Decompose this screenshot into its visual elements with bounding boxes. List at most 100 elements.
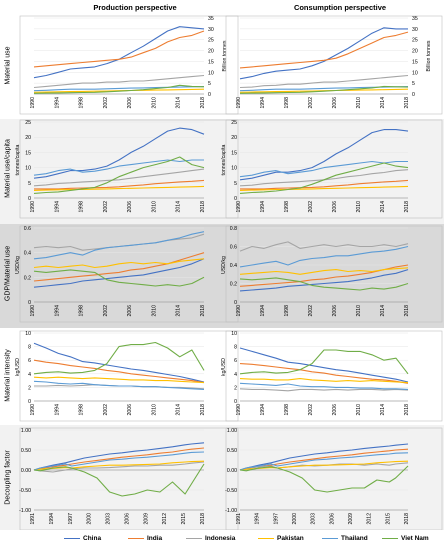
panel-2-series-viet-nam [239, 85, 409, 94]
legend-swatch-india [128, 537, 144, 539]
panel-7-xtick-label: 2010 [151, 404, 157, 416]
panel-10-ytick-label: 0.00 [227, 468, 237, 474]
panel-9-xtick-label: 2015 [181, 513, 187, 525]
panel-10-series-viet-nam [239, 465, 409, 493]
panel-3-series-india [34, 179, 205, 190]
panel-6-xtick-label: 2014 [380, 305, 386, 317]
panel-10-ytick-label: -1.00 [225, 508, 237, 514]
panel-2-xtick-label: 1994 [260, 97, 266, 109]
panel-9-xtick-label: 1997 [68, 513, 74, 525]
panel-8-ytick-label: 8 [234, 345, 237, 351]
panel-1-xtick-label: 2002 [103, 97, 109, 109]
panel-8-xtick-label: 1994 [260, 404, 266, 416]
panel-7-frame [19, 330, 239, 422]
panel-7-series-india [33, 359, 205, 384]
panel-4-series-pakistan [239, 185, 409, 191]
panel-9-series-thailand [33, 451, 205, 471]
panel-3-series-indonesia [33, 168, 205, 187]
legend-swatch-pakistan [258, 537, 274, 539]
legend-item-pakistan: Pakistan [258, 535, 304, 542]
panel-7-series-thailand [33, 380, 205, 390]
legend-item-indonesia: Indonesia [186, 535, 235, 542]
panel-7-xtick-label: 1998 [79, 404, 85, 416]
panel-9-xtick-label: 2006 [124, 513, 130, 525]
panel-1-xtick-label: 2014 [176, 97, 182, 109]
panel-2-series-china [239, 27, 408, 80]
panel-6-frame [225, 225, 443, 323]
panel-1-ytick-label: 5 [208, 81, 211, 87]
panel-8-xtick-label: 2010 [356, 404, 362, 416]
panel-10-xtick-label: 1994 [255, 513, 261, 525]
panel-4-xtick-label: 2014 [380, 201, 386, 213]
panel-4-unit-label: tonnes/capita [221, 144, 227, 175]
panel-3-xtick-label: 2002 [103, 201, 109, 213]
panel-1-series-india [33, 30, 205, 68]
legend-swatch-viet-nam [382, 537, 398, 539]
panel-5-ytick-label: 0.6 [24, 226, 31, 232]
panel-5-series-china [33, 258, 205, 288]
panel-5-series-thailand [33, 231, 205, 260]
band-1 [0, 14, 444, 119]
panel-8-ytick-label: 6 [234, 358, 237, 364]
panel-7-series-pakistan [33, 376, 205, 384]
panel-8-xtick-label: 1990 [236, 404, 242, 416]
panel-7-unit-label: kg/USD [15, 358, 21, 376]
panel-4-ytick-label: 15 [231, 150, 237, 156]
panel-1-series-viet-nam [33, 84, 205, 94]
panel-9-ytick-label: -0.50 [19, 488, 31, 494]
panel-1-xtick-label: 1990 [30, 97, 36, 109]
panel-7-xtick-label: 1990 [30, 404, 36, 416]
panel-2-frame [225, 15, 443, 115]
panel-7-series-china [33, 342, 205, 383]
panel-8-xtick-label: 2002 [308, 404, 314, 416]
panel-6-series-viet-nam [239, 277, 409, 291]
panel-4-xtick-label: 2002 [308, 201, 314, 213]
legend-label-china: China [83, 535, 102, 542]
panel-2-series-india [239, 31, 409, 69]
panel-1-xtick-label: 2018 [200, 97, 206, 109]
panel-5-xtick-label: 2018 [200, 305, 206, 317]
panel-3-series-china [33, 127, 205, 179]
panel-8-series-india [239, 363, 409, 384]
panel-8-xtick-label: 2014 [380, 404, 386, 416]
panel-2-ytick-label: 5 [412, 81, 415, 87]
panel-4-series-thailand [239, 160, 408, 178]
panel-10-xtick-label: 1997 [273, 513, 279, 525]
panel-4-xtick-label: 1990 [236, 201, 242, 213]
panel-10-xtick-label: 2018 [404, 513, 410, 525]
panel-4-ytick-label: 10 [231, 166, 237, 172]
panel-4-xtick-label: 2006 [332, 201, 338, 213]
panel-4-series-china [239, 129, 409, 181]
panel-6-xtick-label: 2018 [404, 305, 410, 317]
panel-2-ytick-label: 30 [412, 27, 418, 33]
panel-7-ytick-label: 2 [28, 385, 31, 391]
panel-9-xtick-label: 2018 [200, 513, 206, 525]
panel-1-series-china [33, 26, 205, 79]
panel-1-xtick-label: 2010 [151, 97, 157, 109]
panel-2-ytick-label: 25 [412, 38, 418, 44]
panel-3-frame [19, 119, 239, 219]
panel-5-xtick-label: 1990 [30, 305, 36, 317]
panel-10-series-pakistan [239, 460, 409, 471]
panel-8-xtick-label: 2018 [404, 404, 410, 416]
legend-item-india: India [128, 535, 162, 542]
panel-2-ytick-label: 10 [412, 70, 418, 76]
panel-8-frame [225, 330, 443, 422]
panel-3-xtick-label: 2018 [200, 201, 206, 213]
panel-6-ytick-label: 0.8 [230, 226, 237, 232]
panel-9-series-indonesia [33, 461, 205, 473]
panel-4-xtick-label: 2010 [356, 201, 362, 213]
panel-9-xtick-label: 2009 [143, 513, 149, 525]
panel-3-xtick-label: 2010 [151, 201, 157, 213]
panel-6-series-china [239, 269, 409, 292]
panel-7-xtick-label: 1994 [54, 404, 60, 416]
panel-1-ytick-label: 10 [208, 70, 214, 76]
panel-6-ytick-label: 0.6 [230, 245, 237, 251]
panel-9-series-viet-nam [33, 463, 205, 497]
panel-6-unit-label: USD/kg [221, 256, 227, 274]
panel-7-ytick-label: 0 [28, 399, 31, 405]
panel-1-ytick-label: 0 [208, 92, 211, 98]
panel-10-xtick-label: 2000 [292, 513, 298, 525]
panel-4-ytick-label: 0 [234, 196, 237, 202]
panel-6-xtick-label: 2010 [356, 305, 362, 317]
